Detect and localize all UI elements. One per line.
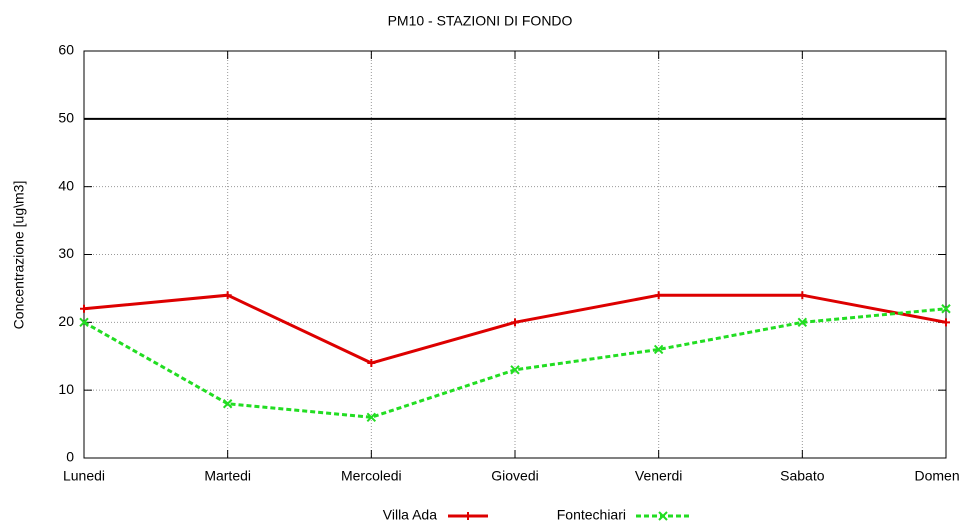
point — [222, 399, 233, 409]
plot-frame — [83, 50, 947, 459]
legend-marker — [464, 512, 472, 520]
point — [797, 317, 808, 328]
y-tick-label: 20 — [58, 313, 74, 329]
point — [511, 318, 519, 327]
point — [79, 317, 89, 328]
y-tick-label: 40 — [58, 177, 74, 193]
point — [653, 344, 664, 355]
y-axis-label: Concentrazione [ug\m3] — [11, 181, 27, 330]
point — [366, 412, 377, 423]
x-tick-label: Giovedi — [491, 468, 538, 484]
legend-label: Fontechiari — [557, 507, 626, 523]
x-tick-label: Domenica — [914, 468, 960, 484]
x-tick-label: Venerdi — [635, 468, 682, 484]
x-tick-label: Lunedi — [63, 468, 105, 484]
point — [798, 291, 807, 300]
x-tick-label: Mercoledi — [341, 468, 402, 484]
point — [510, 365, 520, 375]
series-line — [83, 293, 947, 365]
point — [942, 318, 950, 327]
x-tick-label: Sabato — [780, 468, 825, 484]
point — [223, 291, 232, 300]
point — [654, 291, 663, 300]
y-tick-label: 30 — [58, 245, 74, 261]
y-tick-label: 50 — [58, 110, 74, 126]
legend-label: Villa Ada — [383, 507, 437, 523]
chart-title: PM10 - STAZIONI DI FONDO — [388, 13, 573, 29]
y-tick-label: 0 — [66, 449, 74, 465]
legend-marker — [658, 511, 668, 521]
x-tick-label: Martedi — [204, 468, 251, 484]
y-tick-label: 60 — [58, 42, 74, 58]
y-tick-label: 10 — [58, 381, 74, 397]
point — [941, 304, 951, 314]
point — [367, 359, 376, 368]
point — [80, 304, 88, 313]
